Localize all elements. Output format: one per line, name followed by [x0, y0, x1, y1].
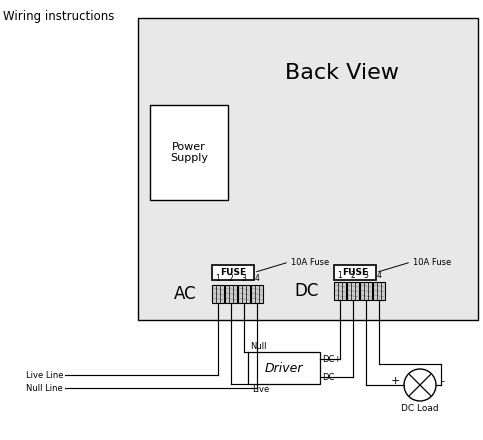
Text: DC Load: DC Load [401, 404, 439, 413]
Text: -: - [440, 376, 444, 386]
Text: Null: Null [250, 342, 267, 351]
Text: 1: 1 [338, 271, 342, 280]
Bar [150, 105, 228, 200]
Bar [360, 282, 372, 300]
Text: 4: 4 [377, 271, 382, 280]
Bar [373, 282, 385, 300]
Bar [212, 265, 254, 280]
Text: AC: AC [174, 285, 197, 303]
Text: 10A Fuse: 10A Fuse [291, 257, 329, 267]
Bar [334, 282, 346, 300]
Text: Null Line: Null Line [26, 384, 63, 392]
Bar [251, 285, 263, 303]
Text: Driver: Driver [265, 362, 303, 374]
Bar [212, 285, 224, 303]
Text: DC-: DC- [322, 373, 337, 381]
Bar [238, 285, 250, 303]
Text: 4: 4 [255, 274, 259, 283]
Text: 2: 2 [351, 271, 355, 280]
Text: Live Line: Live Line [26, 370, 63, 379]
Text: 3: 3 [364, 271, 369, 280]
Circle shape [404, 369, 436, 401]
Text: DC: DC [295, 282, 319, 300]
Text: 1: 1 [215, 274, 220, 283]
Text: Power
Supply: Power Supply [170, 142, 208, 163]
Text: 10A Fuse: 10A Fuse [413, 257, 451, 267]
Bar [347, 282, 359, 300]
Text: FUSE: FUSE [342, 268, 368, 277]
Text: Back View: Back View [285, 63, 399, 83]
Bar [225, 285, 237, 303]
Text: FUSE: FUSE [220, 268, 246, 277]
Text: 2: 2 [228, 274, 233, 283]
Bar [334, 265, 376, 280]
Text: +: + [391, 376, 400, 386]
Text: DC+: DC+ [322, 355, 341, 363]
Text: Live: Live [252, 385, 269, 394]
Text: Wiring instructions: Wiring instructions [3, 10, 114, 23]
Text: 3: 3 [242, 274, 246, 283]
Bar [248, 352, 320, 384]
Bar [138, 18, 478, 320]
